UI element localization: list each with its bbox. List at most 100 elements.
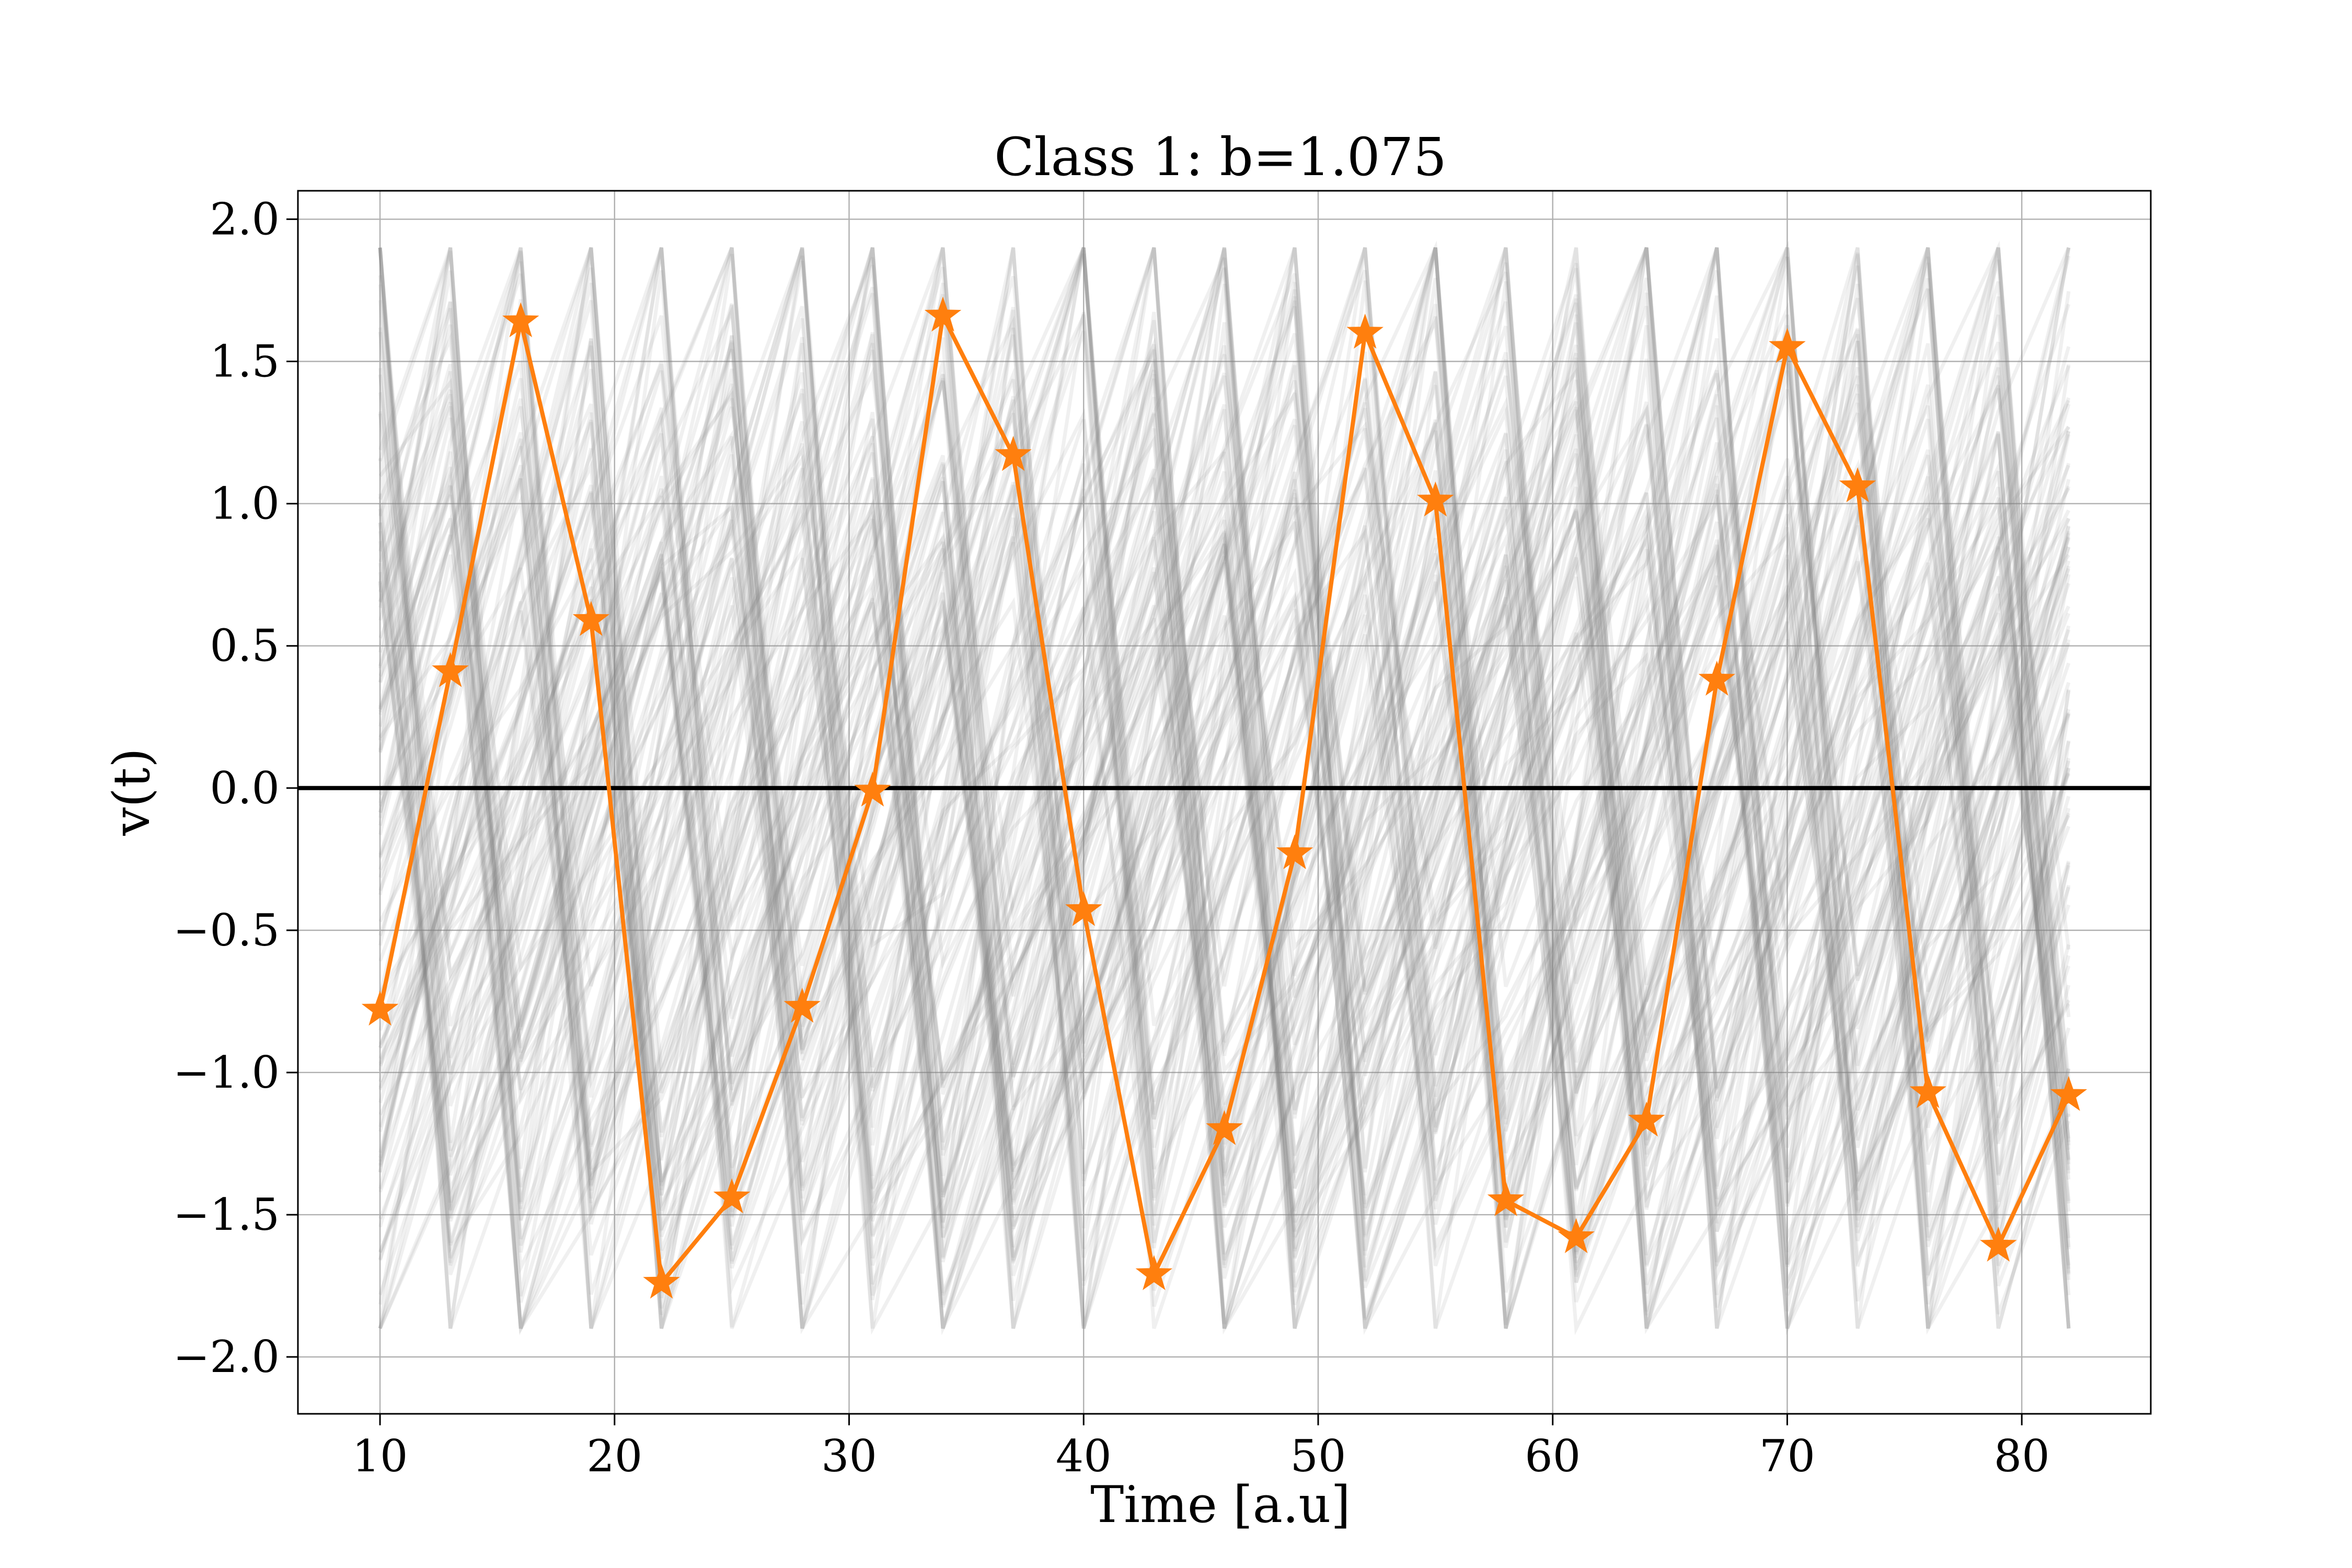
y-tick-label-6: −1.0 bbox=[173, 1047, 280, 1098]
background-trace-29 bbox=[378, 486, 2071, 1267]
background-trace-48 bbox=[378, 363, 2071, 1241]
background-trace-11 bbox=[378, 247, 2071, 1243]
background-trace-85 bbox=[378, 579, 2071, 1221]
background-trace-93 bbox=[378, 247, 2071, 1228]
data-point-23 bbox=[1980, 1226, 2017, 1262]
data-point-17 bbox=[1558, 1218, 1595, 1253]
background-trace-42 bbox=[378, 247, 2071, 1207]
background-trace-80 bbox=[378, 247, 2071, 1329]
background-trace-110 bbox=[378, 247, 2071, 1146]
y-tick-label-0: 2.0 bbox=[210, 193, 280, 245]
background-trace-26 bbox=[378, 349, 2071, 1193]
background-trace-113 bbox=[378, 458, 2071, 1217]
y-tick-label-1: 1.5 bbox=[210, 336, 280, 387]
background-trace-51 bbox=[378, 452, 2070, 1198]
data-point-12 bbox=[1206, 1110, 1243, 1145]
background-trace-34 bbox=[378, 247, 2071, 1191]
data-point-9 bbox=[995, 436, 1032, 471]
background-trace-79 bbox=[378, 471, 2071, 1131]
y-tick-label-2: 1.0 bbox=[210, 478, 280, 529]
background-trace-64 bbox=[378, 247, 2071, 1252]
data-point-24 bbox=[2050, 1076, 2088, 1111]
background-trace-0 bbox=[378, 240, 2071, 1111]
background-trace-94 bbox=[378, 259, 2071, 1308]
x-tick-label-1: 20 bbox=[586, 1431, 642, 1482]
data-point-19 bbox=[1698, 660, 1736, 696]
background-trace-13 bbox=[378, 536, 2071, 1211]
y-tick-label-8: −2.0 bbox=[173, 1331, 280, 1382]
background-trace-8 bbox=[378, 466, 2071, 1329]
background-trace-88 bbox=[378, 405, 2071, 1180]
y-axis-label: v(t) bbox=[102, 748, 161, 836]
background-trace-109 bbox=[378, 378, 2071, 1329]
background-trace-28 bbox=[378, 422, 2071, 1293]
background-trace-70 bbox=[378, 404, 2071, 1259]
background-trace-119 bbox=[378, 247, 2071, 1214]
x-tick-label-2: 30 bbox=[821, 1431, 877, 1482]
background-trace-69 bbox=[378, 361, 2071, 1002]
background-trace-45 bbox=[378, 247, 2071, 1224]
background-trace-47 bbox=[378, 247, 2071, 1161]
data-point-4 bbox=[643, 1263, 680, 1299]
background-trace-36 bbox=[378, 375, 2071, 977]
background-trace-74 bbox=[378, 278, 2071, 1329]
chart-title: Class 1: b=1.075 bbox=[994, 126, 1447, 188]
background-trace-1 bbox=[378, 536, 2071, 1212]
x-tick-label-3: 40 bbox=[1056, 1431, 1112, 1482]
y-tick-label-3: 0.5 bbox=[210, 620, 280, 672]
background-trace-57 bbox=[378, 280, 2071, 1329]
background-trace-95 bbox=[378, 247, 2071, 1328]
data-point-11 bbox=[1135, 1255, 1173, 1290]
background-trace-67 bbox=[378, 561, 2071, 1295]
background-trace-99 bbox=[378, 384, 2071, 1261]
background-trace-12 bbox=[378, 422, 2071, 1329]
background-trace-55 bbox=[378, 458, 2071, 1284]
background-trace-54 bbox=[378, 270, 2071, 1111]
background-trace-68 bbox=[378, 331, 2071, 1329]
data-point-1 bbox=[432, 652, 469, 687]
background-trace-83 bbox=[378, 247, 2071, 1204]
data-point-15 bbox=[1417, 481, 1454, 517]
background-trace-37 bbox=[378, 275, 2071, 1027]
data-point-7 bbox=[854, 771, 891, 807]
background-trace-82 bbox=[378, 353, 2071, 1030]
background-trace-62 bbox=[378, 389, 2071, 1329]
x-tick-label-6: 70 bbox=[1759, 1431, 1815, 1482]
background-trace-101 bbox=[378, 503, 2070, 1270]
data-point-18 bbox=[1628, 1101, 1665, 1137]
background-trace-6 bbox=[378, 511, 2071, 1217]
y-axis-ticks: 2.0 1.5 1.0 0.5 0.0 −0.5 −1.0 −1.5 −2.0 bbox=[173, 193, 298, 1382]
data-point-21 bbox=[1839, 467, 1876, 502]
background-trace-90 bbox=[378, 419, 2071, 1239]
y-tick-label-4: 0.0 bbox=[210, 763, 280, 814]
series-layer bbox=[361, 296, 2088, 1299]
background-trace-35 bbox=[378, 432, 2071, 1302]
background-trace-63 bbox=[378, 247, 2071, 1199]
background-trace-40 bbox=[378, 483, 2071, 1336]
background-trace-5 bbox=[378, 300, 2071, 1272]
background-trace-21 bbox=[378, 247, 2071, 1312]
background-trace-44 bbox=[378, 445, 2071, 1148]
background-trace-15 bbox=[378, 247, 2071, 1115]
data-point-0 bbox=[361, 990, 399, 1026]
data-point-16 bbox=[1487, 1181, 1525, 1216]
background-trace-19 bbox=[378, 363, 2070, 973]
background-trace-115 bbox=[378, 531, 2071, 1249]
background-trace-107 bbox=[378, 517, 2071, 1296]
background-trace-3 bbox=[378, 301, 2071, 1094]
background-trace-27 bbox=[378, 593, 2071, 1225]
background-trace-17 bbox=[378, 265, 2071, 1297]
background-trace-23 bbox=[378, 581, 2071, 1228]
data-point-5 bbox=[713, 1178, 751, 1214]
background-trace-53 bbox=[378, 575, 2071, 1210]
y-tick-label-5: −0.5 bbox=[173, 905, 280, 956]
data-point-20 bbox=[1769, 328, 1806, 363]
background-trace-10 bbox=[378, 247, 2071, 1221]
background-trace-30 bbox=[378, 603, 2071, 1207]
x-tick-label-7: 80 bbox=[1994, 1431, 2050, 1482]
background-trace-65 bbox=[378, 477, 2071, 1329]
background-trace-16 bbox=[378, 248, 2071, 1240]
background-trace-97 bbox=[378, 465, 2071, 1306]
background-trace-43 bbox=[378, 373, 2071, 1334]
